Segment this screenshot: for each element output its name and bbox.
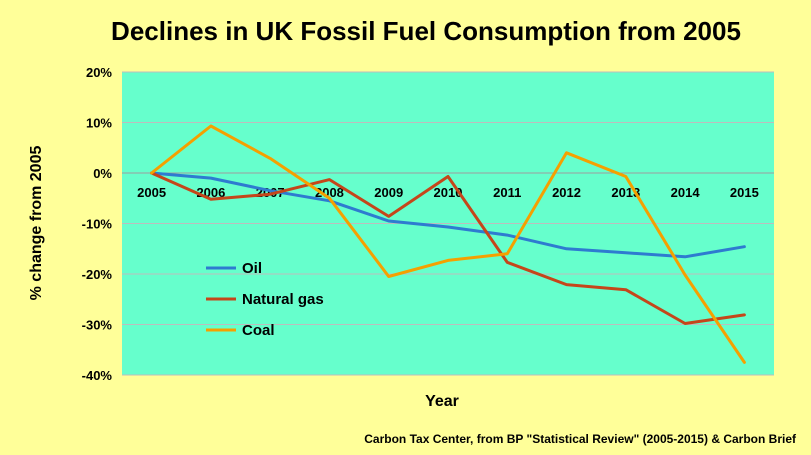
y-tick-label: -10% xyxy=(82,217,113,232)
series-line-oil xyxy=(150,171,746,259)
x-tick-label: 2011 xyxy=(493,185,521,200)
series-line-natural-gas xyxy=(150,171,746,325)
legend-label: Oil xyxy=(242,260,262,277)
legend-label: Natural gas xyxy=(242,291,324,308)
x-tick-label: 2014 xyxy=(671,185,701,200)
x-tick-label: 2015 xyxy=(730,185,759,200)
x-tick-label: 2009 xyxy=(374,185,403,200)
x-tick-label: 2012 xyxy=(552,185,581,200)
y-tick-label: 0% xyxy=(93,166,112,181)
series-lines xyxy=(150,124,746,364)
x-axis-label: Year xyxy=(425,393,459,410)
x-tick-label: 2005 xyxy=(137,185,166,200)
y-tick-label: -20% xyxy=(82,267,113,282)
gridlines xyxy=(122,71,774,376)
legend-label: Coal xyxy=(242,322,275,339)
source-note: Carbon Tax Center, from BP "Statistical … xyxy=(364,432,797,446)
legend: Oil Natural gas Coal xyxy=(206,260,324,339)
y-tick-label: 10% xyxy=(86,116,112,131)
x-tick-label: 2008 xyxy=(315,185,344,200)
y-tick-label: 20% xyxy=(86,65,112,80)
chart-title: Declines in UK Fossil Fuel Consumption f… xyxy=(111,16,741,46)
y-tick-label: -40% xyxy=(82,368,113,383)
y-axis-ticks: 20% 10% 0% -10% -20% -30% -40% xyxy=(82,65,113,383)
series-line-coal xyxy=(150,124,746,364)
y-axis-label: % change from 2005 xyxy=(28,146,45,301)
y-tick-label: -30% xyxy=(82,318,113,333)
